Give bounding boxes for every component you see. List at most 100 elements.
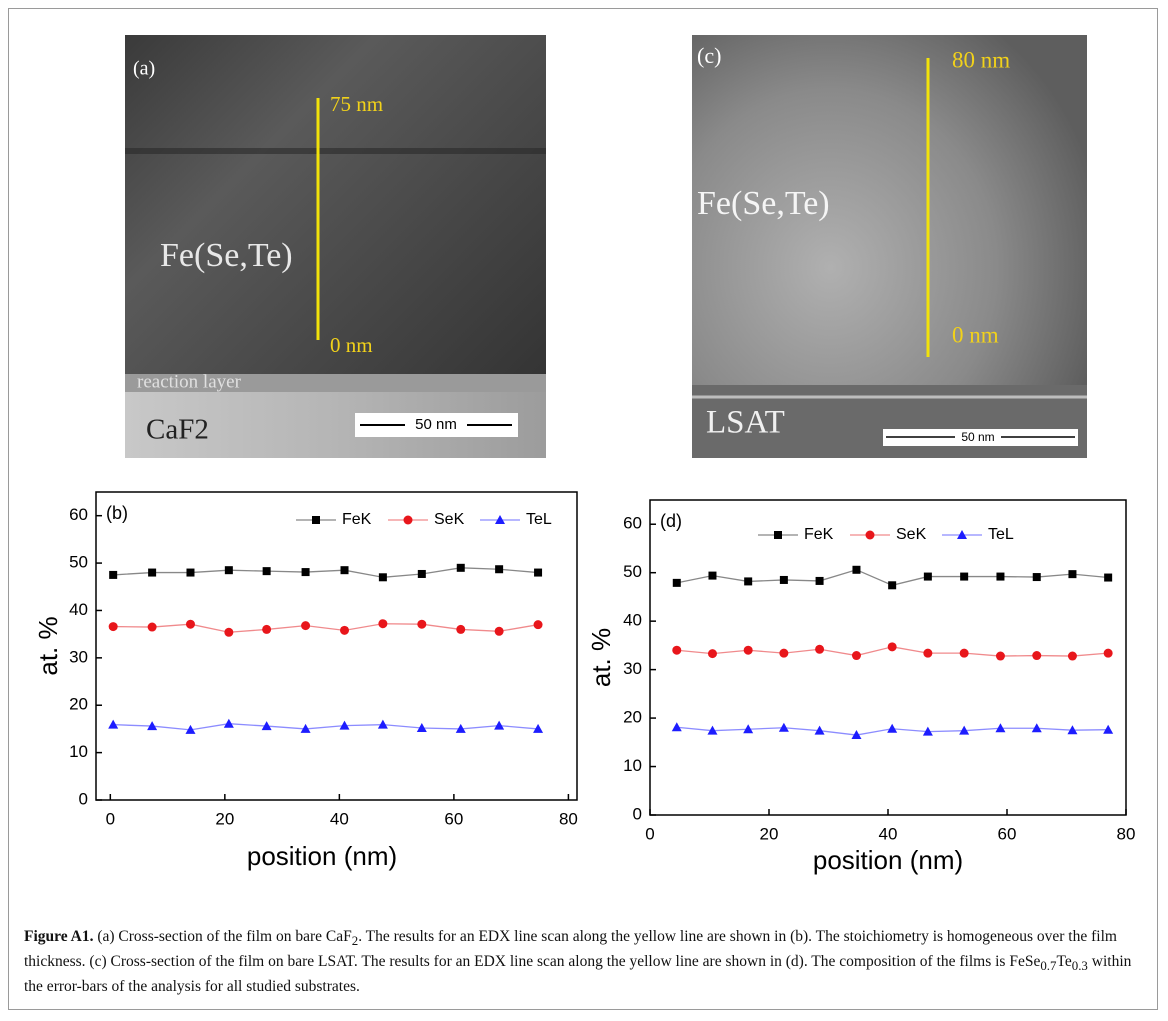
- interlayer-label: reaction layer: [137, 371, 242, 392]
- marker: [185, 724, 196, 734]
- legend-label: TeL: [988, 526, 1014, 543]
- series-line: [113, 623, 539, 633]
- marker: [814, 725, 825, 735]
- panel-label: (c): [697, 43, 721, 68]
- marker: [108, 719, 119, 729]
- tem-image-c: (c) 80 nm 0 nm Fe(Se,Te) LSAT 50 nm: [692, 35, 1087, 458]
- caption-subscript: 2: [351, 933, 359, 949]
- marker: [923, 572, 932, 581]
- y-tick-label: 20: [69, 695, 88, 714]
- y-tick-label: 40: [623, 611, 642, 630]
- substrate-label: LSAT: [706, 405, 785, 441]
- marker: [708, 571, 717, 580]
- scale-bar-gap: [405, 416, 467, 434]
- marker: [995, 723, 1006, 733]
- marker: [1067, 651, 1077, 661]
- y-tick-label: 10: [623, 756, 642, 775]
- y-tick-label: 10: [69, 742, 88, 761]
- marker: [851, 651, 861, 661]
- y-tick-label: 0: [79, 789, 88, 808]
- plot-frame: [95, 491, 578, 801]
- plot-frame: [649, 499, 1127, 816]
- marker: [416, 722, 427, 732]
- y-axis-title: at. %: [586, 628, 616, 687]
- marker: [494, 626, 504, 636]
- substrate-label: CaF2: [146, 414, 209, 446]
- texture: [125, 148, 546, 154]
- marker: [108, 622, 118, 632]
- marker: [1068, 570, 1077, 579]
- y-tick-label: 40: [69, 600, 88, 619]
- x-tick-label: 80: [1117, 824, 1136, 843]
- marker: [223, 718, 234, 728]
- marker: [378, 573, 387, 582]
- scan-top-label: 80 nm: [952, 47, 1010, 72]
- marker: [494, 720, 505, 730]
- y-tick-label: 60: [69, 505, 88, 524]
- film-label: Fe(Se,Te): [160, 237, 293, 274]
- marker: [377, 719, 388, 729]
- scale-bar-label: 50 nm: [961, 430, 994, 444]
- marker: [495, 565, 504, 574]
- marker: [995, 651, 1005, 661]
- marker: [996, 572, 1005, 581]
- scale-bar-label: 50 nm: [415, 416, 457, 433]
- scan-bottom-label: 0 nm: [952, 322, 999, 347]
- y-tick-label: 0: [633, 804, 642, 823]
- marker: [109, 570, 118, 579]
- marker: [672, 645, 682, 655]
- marker: [707, 725, 718, 735]
- legend-label: FeK: [804, 526, 834, 543]
- y-tick-label: 30: [69, 647, 88, 666]
- scan-top-label: 75 nm: [330, 92, 383, 116]
- marker: [1031, 723, 1042, 733]
- x-axis-title: position (nm): [813, 845, 963, 875]
- series-line: [113, 723, 539, 731]
- marker: [959, 648, 969, 658]
- x-tick-label: 60: [444, 809, 463, 828]
- caption-text: Te: [1056, 953, 1072, 971]
- panel-label: (b): [106, 503, 128, 523]
- x-tick-label: 80: [559, 809, 578, 828]
- panel-label: (a): [133, 58, 155, 80]
- y-tick-label: 60: [623, 514, 642, 533]
- y-axis-title: at. %: [33, 616, 63, 675]
- marker: [224, 627, 234, 637]
- marker: [779, 648, 789, 658]
- marker: [743, 724, 754, 734]
- marker: [186, 568, 195, 577]
- marker: [1067, 725, 1078, 735]
- legend-label: TeL: [526, 511, 552, 528]
- marker: [185, 619, 195, 629]
- caption-text: . The results for an EDX line scan along…: [24, 928, 1117, 971]
- marker: [301, 621, 311, 631]
- marker: [301, 568, 310, 577]
- legend-label: SeK: [896, 526, 927, 543]
- legend-marker: [957, 530, 967, 539]
- marker: [923, 648, 933, 658]
- marker: [851, 730, 862, 740]
- legend-marker: [312, 516, 320, 524]
- marker: [300, 723, 311, 733]
- y-tick-label: 30: [623, 659, 642, 678]
- marker: [534, 568, 543, 577]
- x-tick-label: 0: [645, 824, 654, 843]
- marker: [1103, 648, 1113, 658]
- panel-label: (d): [660, 511, 682, 531]
- x-axis-title: position (nm): [247, 841, 397, 871]
- film-label: Fe(Se,Te): [697, 185, 830, 222]
- series-line: [113, 567, 539, 578]
- marker: [224, 566, 233, 575]
- chart: 0 10 20 30 40 50 60 0 20 40 60 80 position (nm) at. %…: [33, 491, 578, 871]
- x-tick-label: 0: [106, 809, 115, 828]
- marker: [778, 722, 789, 732]
- marker: [672, 578, 681, 587]
- marker: [887, 642, 897, 652]
- marker: [455, 723, 466, 733]
- marker: [960, 572, 969, 581]
- marker: [1104, 573, 1113, 582]
- scale-bar-gap: [955, 430, 1001, 445]
- marker: [815, 576, 824, 585]
- x-tick-label: 20: [760, 824, 779, 843]
- marker: [671, 722, 682, 732]
